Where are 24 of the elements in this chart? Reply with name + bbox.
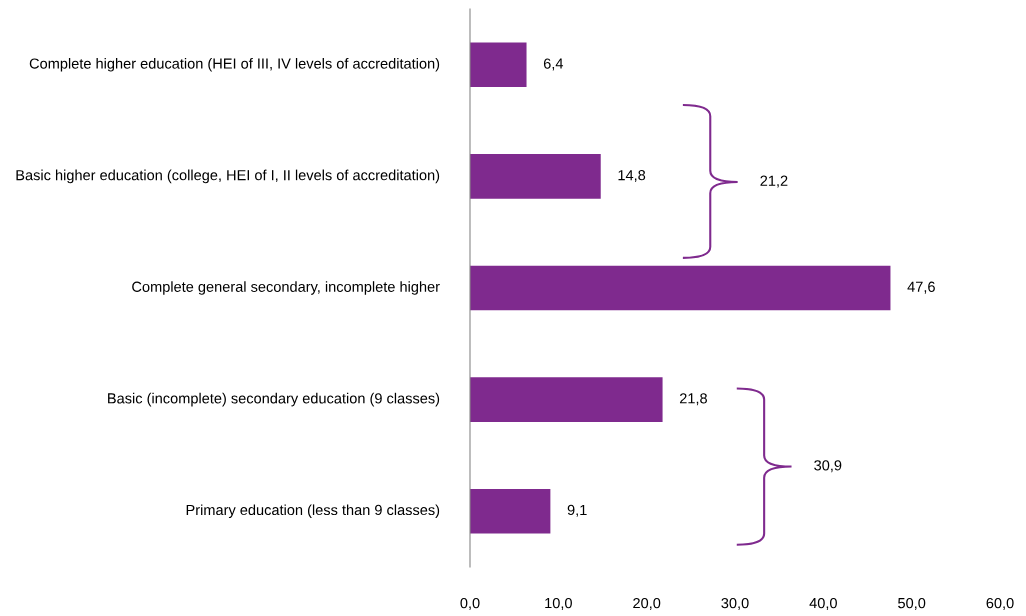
bar bbox=[470, 377, 663, 422]
y-tick-label: Complete general secondary, incomplete higher bbox=[132, 281, 440, 295]
data-label: 47,6 bbox=[907, 281, 935, 294]
y-tick-label: Basic higher education (college, HEI of I, II levels of accreditation) bbox=[16, 169, 440, 184]
x-tick-label: 20,0 bbox=[633, 597, 661, 610]
annotation: 21,2 bbox=[760, 175, 788, 188]
bar bbox=[470, 154, 601, 199]
data-label: 14,8 bbox=[618, 169, 646, 183]
data-label: 21,8 bbox=[679, 393, 707, 406]
x-tick-label: 10,0 bbox=[545, 597, 572, 610]
x-tick-label: 50,0 bbox=[898, 597, 926, 610]
x-tick-label: 60,0 bbox=[986, 597, 1014, 610]
annotation: 30,9 bbox=[814, 460, 842, 473]
y-tick-label: Basic (incomplete) secondary education (9 classes) bbox=[108, 392, 440, 407]
bar bbox=[470, 488, 551, 534]
bar bbox=[470, 265, 891, 311]
y-tick-label: Complete higher education (HEI of III, IV levels of accreditation) bbox=[29, 58, 440, 72]
x-tick-label: 0,0 bbox=[460, 597, 480, 610]
bar bbox=[470, 42, 527, 88]
data-label: 6,4 bbox=[543, 58, 564, 71]
data-label: 9,1 bbox=[567, 504, 587, 517]
x-tick-label: 40,0 bbox=[809, 597, 837, 610]
x-tick-label: 30,0 bbox=[721, 597, 749, 610]
y-tick-label: Primary education (less than 9 classes) bbox=[186, 504, 440, 518]
